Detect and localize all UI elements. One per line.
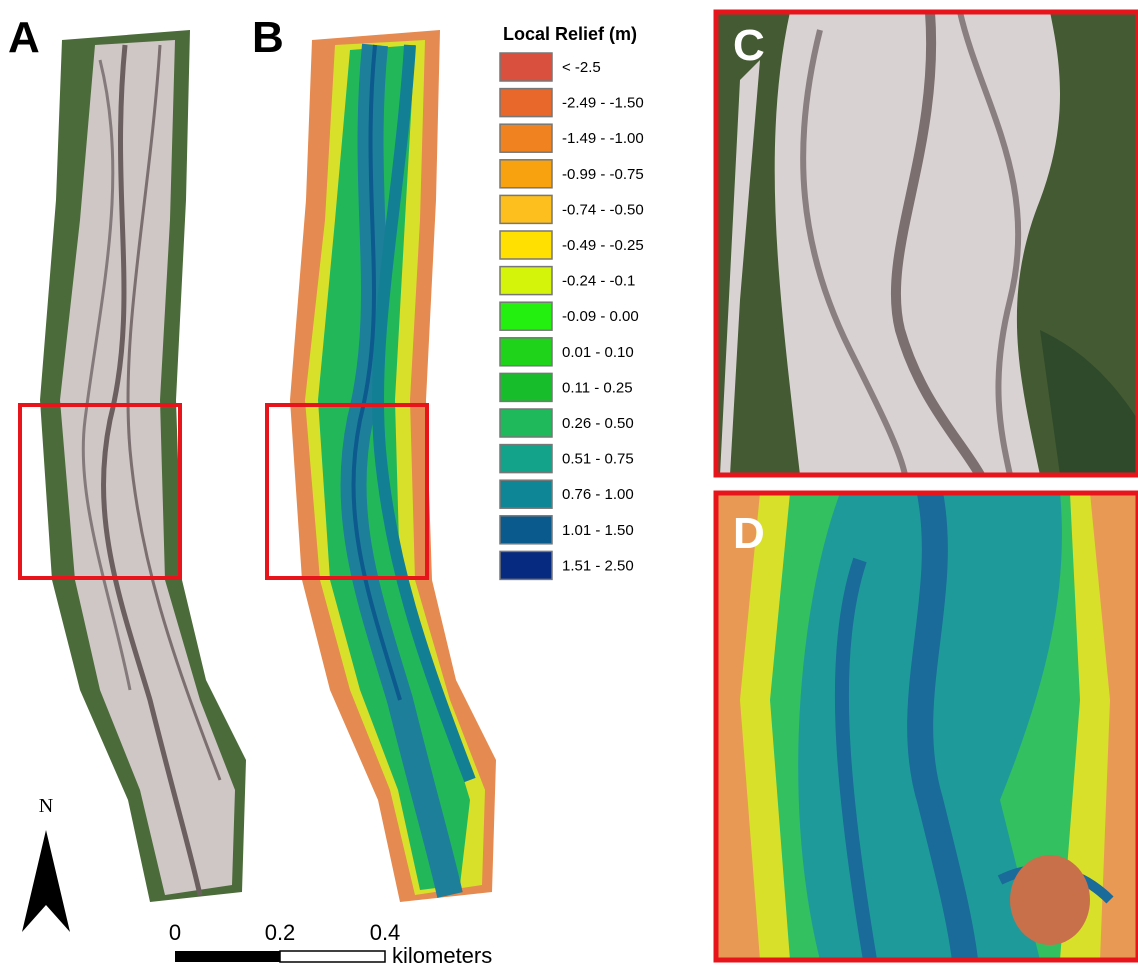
legend-label: 0.76 - 1.00 [562,486,634,503]
legend-swatch [500,551,552,579]
legend-label: 1.01 - 1.50 [562,522,634,539]
legend-swatch [500,124,552,152]
legend-label: 1.51 - 2.50 [562,557,634,574]
legend-label: 0.11 - 0.25 [562,379,633,396]
panel-label: A [8,13,40,62]
panel-label: C [733,21,765,70]
legend-label: -0.09 - 0.00 [562,308,639,325]
legend-label: -0.99 - -0.75 [562,166,644,183]
scale-label: 0.2 [265,920,296,945]
scale-label: 0 [169,920,181,945]
scale-label: 0.4 [370,920,401,945]
scale-unit: kilometers [392,943,492,965]
legend-swatch [500,480,552,508]
panel-c-image [716,12,1138,475]
legend-label: -0.24 - -0.1 [562,273,635,290]
legend-swatch [500,160,552,188]
legend-label: < -2.5 [562,59,601,76]
scale-segment [280,951,385,962]
legend-swatch [500,231,552,259]
legend-swatch [500,195,552,223]
legend-swatch [500,445,552,473]
legend-label: 0.26 - 0.50 [562,415,634,432]
north-label: N [39,795,53,817]
legend: < -2.5 -2.49 - -1.50 -1.49 - -1.00 -0.99 - … [500,53,644,579]
panel-label: D [733,509,765,558]
legend-swatch [500,302,552,330]
legend-title: Local Relief (m) [503,24,637,44]
legend-swatch [500,516,552,544]
legend-label: -1.49 - -1.00 [562,130,644,147]
legend-label: -0.49 - -0.25 [562,237,644,254]
panel-b-image [290,30,496,902]
panel-d-image [716,493,1138,960]
legend-swatch [500,53,552,81]
legend-label: 0.51 - 0.75 [562,451,634,468]
legend-swatch [500,89,552,117]
panel-label: B [252,13,284,62]
legend-swatch [500,373,552,401]
legend-swatch [500,267,552,295]
legend-label: -2.49 - -1.50 [562,95,644,112]
figure: A B C D Local Relief (m) < -2.5 -2.49 - -… [0,0,1138,965]
panel-a-image [40,30,246,902]
page: {"panels": {"a": "A", "b": "B", "c": "C"… [0,0,1138,965]
legend-label: -0.74 - -0.50 [562,201,644,218]
legend-label: 0.01 - 0.10 [562,344,634,361]
legend-swatch [500,338,552,366]
scale-segment [175,951,280,962]
legend-swatch [500,409,552,437]
north-arrow [22,830,70,932]
